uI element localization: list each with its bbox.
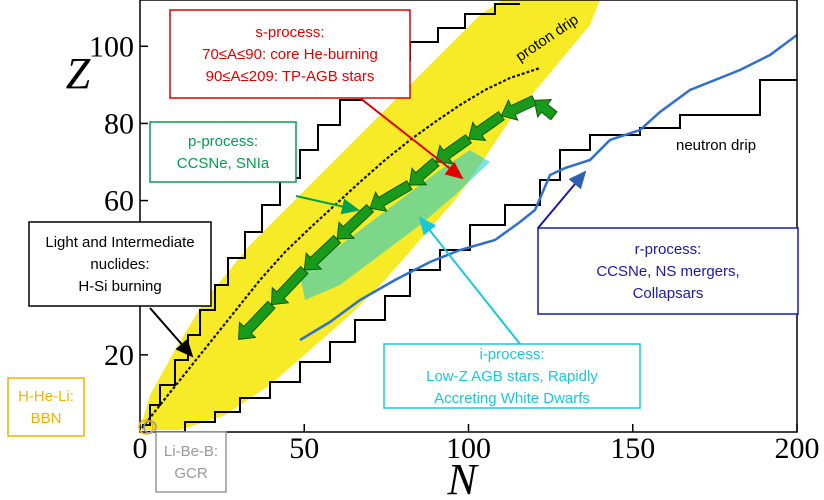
s-process-line: 70≤A≤90: core He-burning <box>202 46 378 63</box>
s-process-line: s-process: <box>255 24 324 41</box>
light-process-line: H-Si burning <box>78 278 161 295</box>
s-process-arrow <box>533 99 558 121</box>
i-process-line: Accreting White Dwarfs <box>434 390 590 407</box>
process-annotations: s-process: 70≤A≤90: core He-burning 90≤A≤2… <box>7 9 799 493</box>
i-process-box <box>383 343 641 409</box>
x-tick-label: 200 <box>775 432 820 465</box>
light-process-line: Light and Intermediate <box>45 234 194 251</box>
s-process-connector <box>359 97 464 180</box>
hheli-marker <box>138 419 154 435</box>
x-tick-label: 0 <box>133 432 148 465</box>
s-process-arrow <box>408 157 440 186</box>
s-process-arrow <box>303 234 342 271</box>
s-process-box <box>169 9 411 99</box>
i-process-line: i-process: <box>479 346 544 363</box>
i-process-line: Low-Z AGB stars, Rapidly <box>426 368 598 385</box>
stability-path <box>141 66 541 429</box>
r-process-line: CCSNe, NS mergers, <box>596 263 739 280</box>
x-tick-label: 100 <box>446 432 491 465</box>
x-axis-ticks: 0 50 100 150 200 <box>133 424 820 465</box>
y-tick-label: 80 <box>104 107 134 140</box>
y-tick-label: 20 <box>104 339 134 372</box>
p-process-box <box>149 121 297 183</box>
r-process-line: Collapsars <box>633 285 704 302</box>
i-process-connector <box>418 216 521 345</box>
y-axis-ticks: 20406080100 <box>89 30 148 372</box>
libeb-marker <box>143 420 157 434</box>
libeb-process-line: Li-Be-B: <box>164 443 218 460</box>
x-tick-label: 150 <box>610 432 655 465</box>
light-process-connector <box>149 307 194 358</box>
r-process-connector <box>537 170 587 229</box>
s-process-arrow <box>336 203 375 240</box>
libeb-process-box <box>155 431 227 493</box>
hheli-process-line: BBN <box>31 410 62 427</box>
y-tick-label: 100 <box>89 30 134 63</box>
p-process-line: p-process: <box>188 133 258 150</box>
hheli-process-box <box>7 377 85 437</box>
libeb-process-line: GCR <box>174 465 208 482</box>
i-process-zone <box>300 150 490 300</box>
s-process-arrows <box>238 95 558 340</box>
y-tick-label: 60 <box>104 185 134 218</box>
s-process-arrow <box>467 110 505 141</box>
hheli-process-line: H-He-Li: <box>18 388 74 405</box>
s-process-arrow <box>500 95 537 121</box>
s-process-arrow <box>270 265 309 306</box>
x-tick-label: 50 <box>289 432 319 465</box>
r-process-line: r-process: <box>635 241 702 258</box>
r-process-box <box>537 227 799 315</box>
s-process-arrow <box>369 180 413 212</box>
x-axis-title: N <box>446 455 479 500</box>
proton-drip-line <box>142 3 520 426</box>
s-process-line: 90≤A≤209: TP-AGB stars <box>206 68 375 85</box>
y-axis-title: Z <box>66 49 91 98</box>
r-process-path <box>299 33 797 342</box>
p-process-line: CCSNe, SNIa <box>177 155 270 172</box>
light-process-line: nuclides: <box>90 256 149 273</box>
neutron-drip-label: neutron drip <box>676 137 756 154</box>
s-process-arrow <box>238 300 276 340</box>
neutron-drip-line <box>145 79 797 432</box>
p-process-connector <box>295 195 360 215</box>
light-process-box <box>28 221 212 307</box>
